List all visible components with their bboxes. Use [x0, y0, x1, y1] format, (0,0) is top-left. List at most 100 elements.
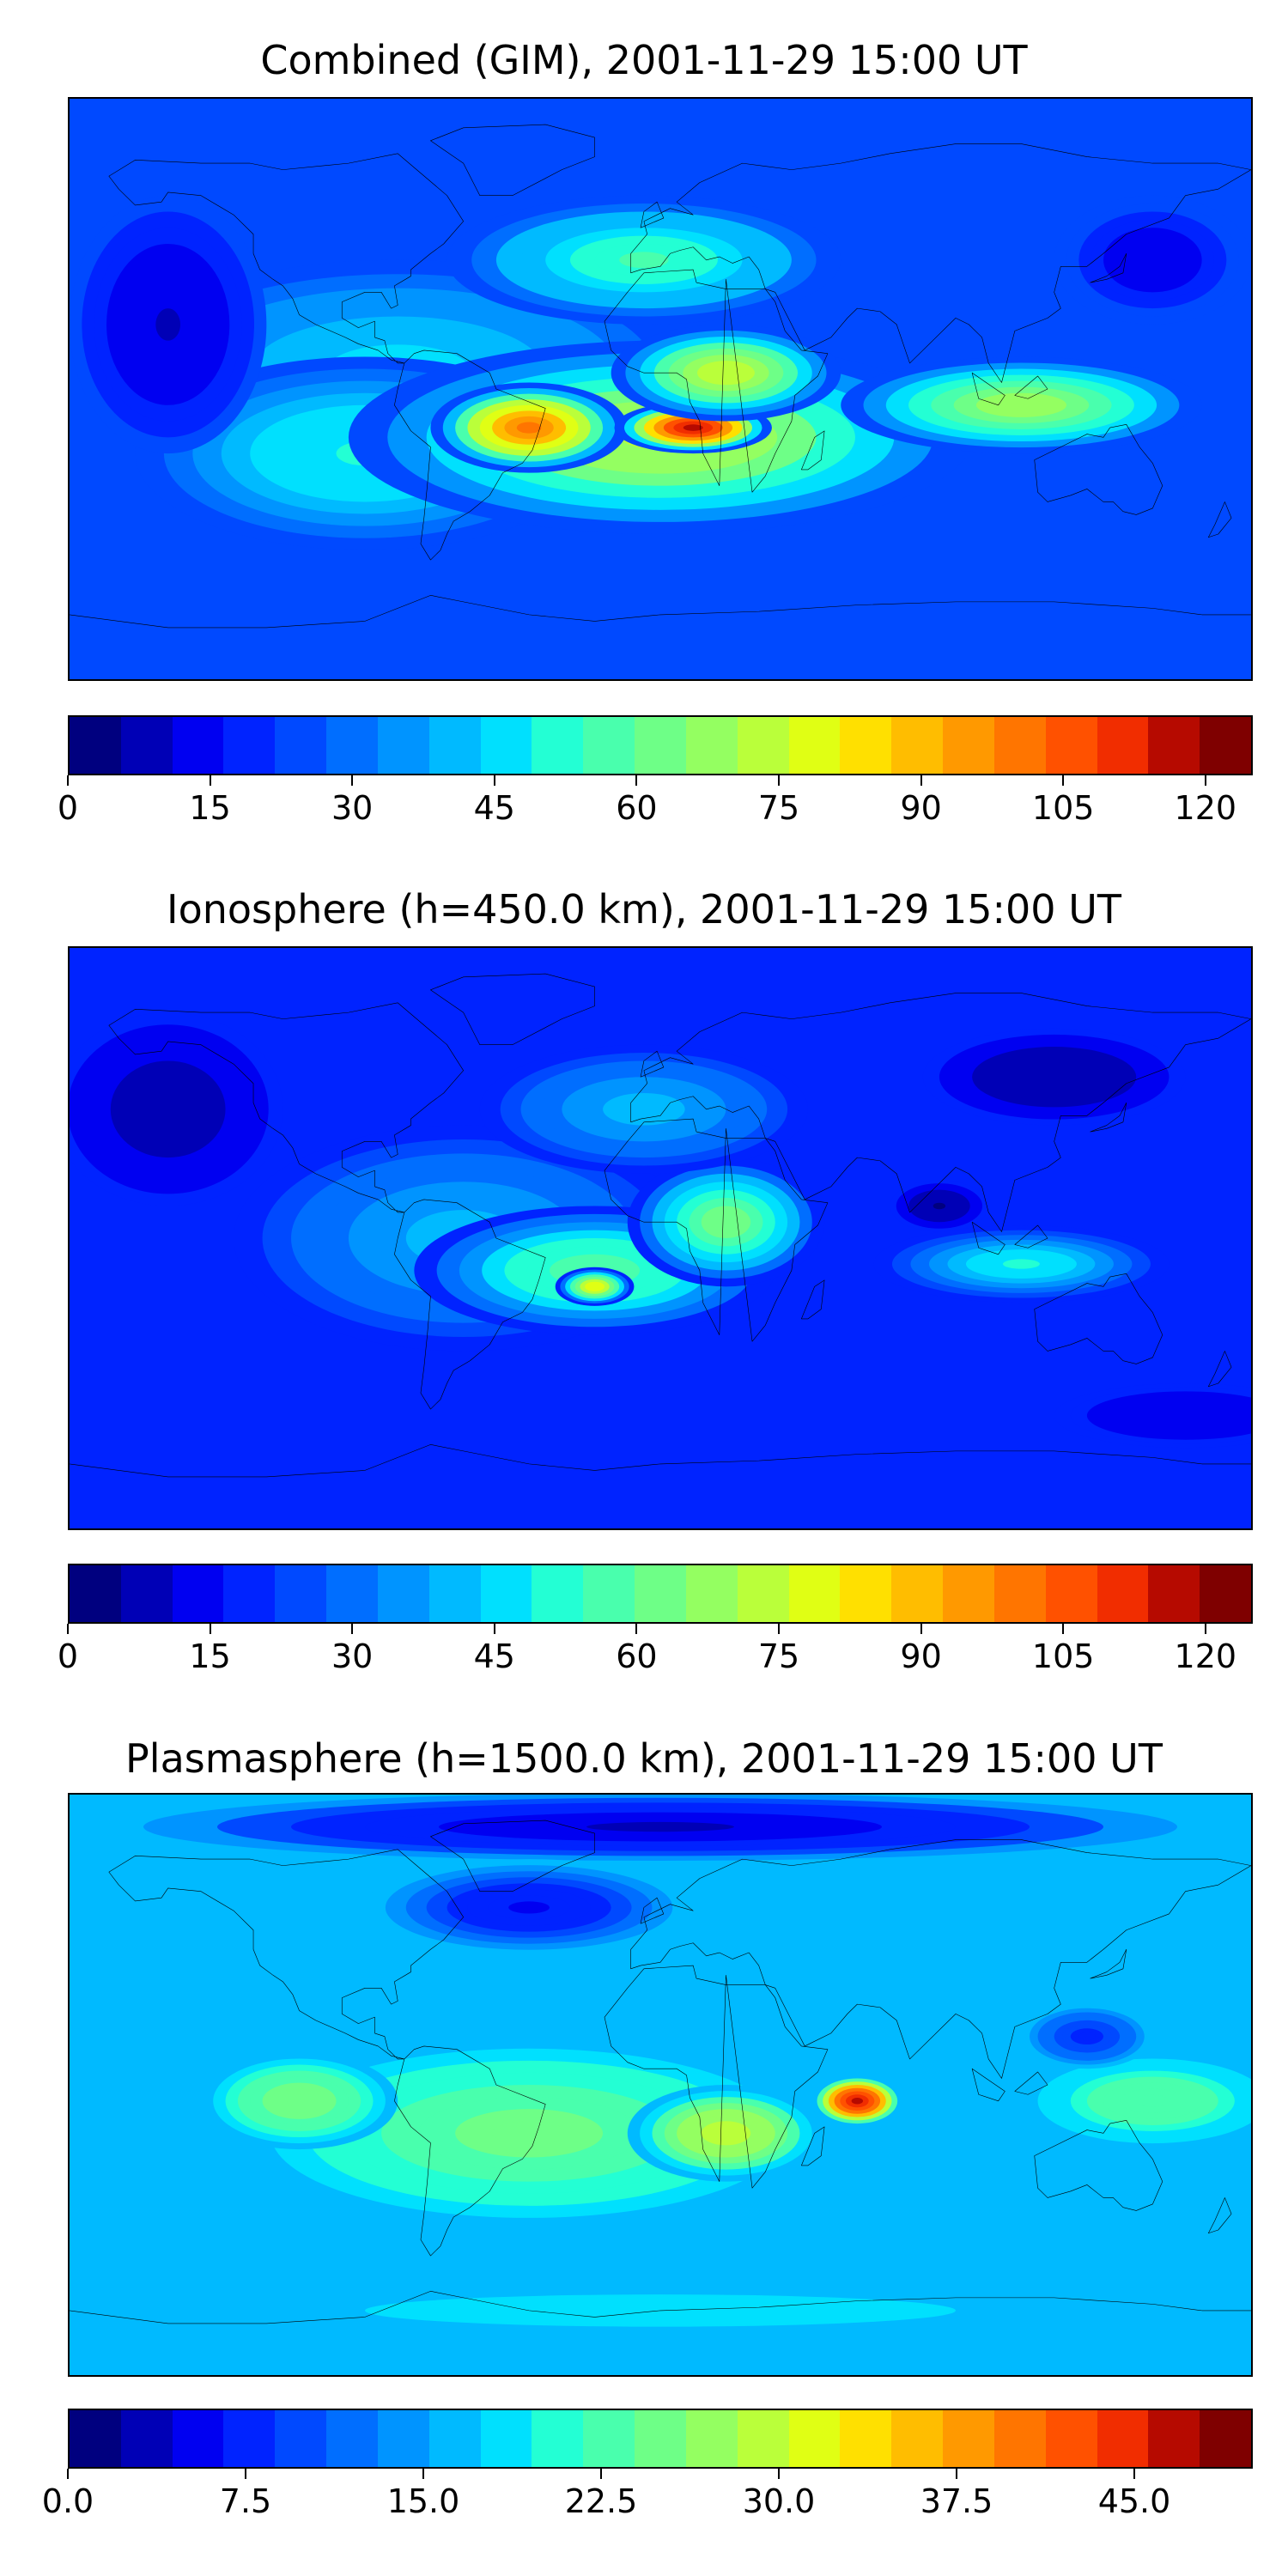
colorbar-swatch — [685, 1565, 738, 1622]
colorbar-swatch — [840, 1565, 892, 1622]
colorbar-tick-label: 30.0 — [742, 2482, 816, 2520]
colorbar-swatch — [428, 1565, 481, 1622]
colorbar-swatch — [737, 1565, 789, 1622]
contour-level — [714, 2127, 738, 2140]
colorbar-tick — [1204, 1624, 1206, 1634]
colorbar-tick — [778, 775, 780, 786]
colorbar-swatch — [583, 2410, 635, 2467]
contour-level — [619, 252, 669, 269]
colorbar-tick-label: 60 — [616, 1637, 658, 1675]
colorbar-swatch — [223, 2410, 276, 2467]
colorbar-tick-label: 105 — [1031, 1637, 1095, 1675]
contour-level — [1136, 2094, 1170, 2107]
colorbar-tick — [1062, 1624, 1065, 1634]
colorbar-tick — [1062, 775, 1065, 786]
colorbar-swatch — [172, 717, 224, 774]
colorbar-swatch — [377, 717, 429, 774]
colorbar-tick-label: 45 — [473, 789, 515, 827]
colorbar-tick-label: 90 — [900, 789, 942, 827]
colorbar-tick-label: 0 — [57, 1637, 79, 1675]
colorbar-swatch — [120, 1565, 173, 1622]
colorbar-swatch — [788, 717, 841, 774]
colorbar-tick-label: 105 — [1031, 789, 1095, 827]
colorbar-swatch — [840, 717, 892, 774]
colorbar-swatch — [275, 717, 327, 774]
map-svg-plasmasphere — [70, 1795, 1251, 2375]
colorbar-tick-label: 15.0 — [386, 2482, 460, 2520]
colorbar-swatch — [840, 2410, 892, 2467]
colorbar-swatch — [1045, 1565, 1097, 1622]
colorbar-swatch — [480, 2410, 532, 2467]
colorbar-tick — [67, 2469, 69, 2479]
colorbar-swatch — [685, 2410, 738, 2467]
map-ionosphere — [68, 946, 1253, 1530]
contour-level — [153, 1097, 183, 1121]
colorbar-swatch — [326, 2410, 378, 2467]
colorbar-swatch — [993, 1565, 1046, 1622]
colorbar-tick-label: 22.5 — [564, 2482, 638, 2520]
colorbar-swatch — [70, 1565, 121, 1622]
contour-level — [714, 1213, 738, 1230]
colorbar-tick-label: 30 — [331, 1637, 374, 1675]
colorbar-swatch — [891, 1565, 944, 1622]
colorbar-swatch — [635, 2410, 686, 2467]
contour-level — [516, 422, 542, 434]
colorbar-swatch — [1097, 1565, 1149, 1622]
colorbar-tick — [1133, 2469, 1135, 2479]
colorbar-swatch — [1200, 2410, 1252, 2467]
colorbar-tick — [67, 775, 69, 786]
colorbar-tick — [351, 775, 354, 786]
contour-level — [508, 1901, 550, 1914]
colorbar-swatch — [685, 717, 738, 774]
colorbar-swatch — [275, 2410, 327, 2467]
panel-title-combined: Combined (GIM), 2001-11-29 15:00 UT — [260, 37, 1028, 83]
contour-level — [623, 1101, 665, 1118]
colorbar-swatch — [1045, 717, 1097, 774]
colorbar-tick-label: 120 — [1174, 789, 1237, 827]
colorbar-swatch — [428, 2410, 481, 2467]
colorbar-swatch — [1148, 1565, 1200, 1622]
colorbar-swatch — [1200, 1565, 1252, 1622]
colorbar-tick — [422, 2469, 424, 2479]
colorbar-tick — [778, 1624, 780, 1634]
colorbar-swatch — [993, 2410, 1046, 2467]
colorbar-swatch — [120, 717, 173, 774]
contour-level — [492, 2121, 567, 2146]
colorbar-swatch — [275, 1565, 327, 1622]
contour-level — [287, 2094, 312, 2107]
colorbar-tick-label: 15 — [189, 789, 231, 827]
panel-title-plasmasphere: Plasmasphere (h=1500.0 km), 2001-11-29 1… — [125, 1735, 1163, 1782]
contour-level — [586, 1821, 734, 1832]
contour-level — [711, 367, 741, 380]
colorbar-swatch — [532, 2410, 584, 2467]
colorbar-tick-label: 37.5 — [920, 2482, 993, 2520]
colorbar-swatch — [377, 1565, 429, 1622]
colorbar-tick — [209, 775, 211, 786]
colorbar-swatch — [788, 1565, 841, 1622]
colorbar-swatch — [428, 717, 481, 774]
contour-layer-plasmasphere — [70, 1795, 1251, 2375]
colorbar-tick — [351, 1624, 354, 1634]
colorbar-tick-label: 30 — [331, 789, 374, 827]
colorbar-swatch — [532, 717, 584, 774]
colorbar-tick-label: 120 — [1174, 1637, 1237, 1675]
colorbar-tick — [920, 775, 922, 786]
contour-level — [155, 308, 180, 341]
colorbar-swatch — [943, 2410, 994, 2467]
colorbar-swatch — [583, 717, 635, 774]
colorbar-swatch — [70, 717, 121, 774]
contour-level — [683, 424, 703, 431]
colorbar-tick — [635, 1624, 638, 1634]
colorbar-combined — [68, 715, 1253, 775]
colorbar-tick-label: 75 — [757, 789, 800, 827]
map-plasmasphere — [68, 1793, 1253, 2377]
colorbar-tick — [67, 1624, 69, 1634]
contour-level — [1037, 1071, 1071, 1084]
colorbar-tick — [956, 2469, 957, 2479]
colorbar-swatch — [377, 2410, 429, 2467]
colorbar-ionosphere — [68, 1564, 1253, 1624]
contour-level — [851, 2098, 864, 2105]
colorbar-swatch — [737, 2410, 789, 2467]
map-svg-combined — [70, 99, 1251, 679]
map-svg-ionosphere — [70, 948, 1251, 1528]
